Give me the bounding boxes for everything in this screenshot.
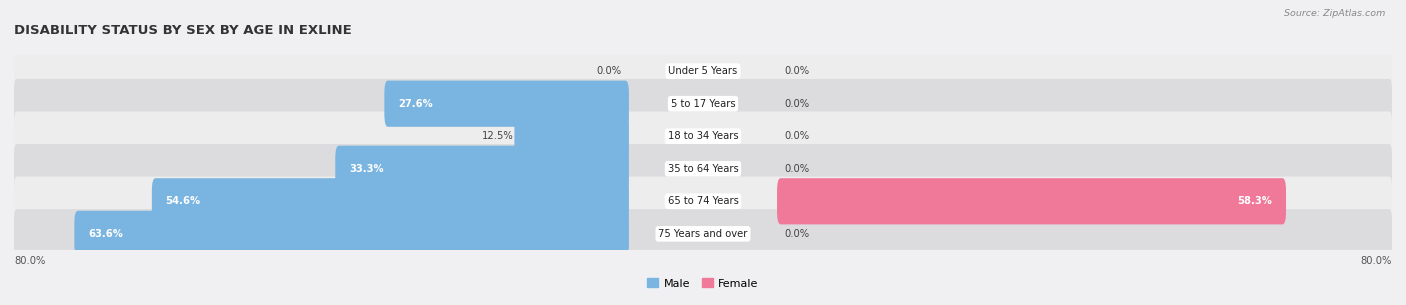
FancyBboxPatch shape — [152, 178, 628, 224]
Text: 0.0%: 0.0% — [785, 131, 810, 141]
Text: 54.6%: 54.6% — [166, 196, 201, 206]
FancyBboxPatch shape — [384, 81, 628, 127]
FancyBboxPatch shape — [75, 211, 628, 257]
FancyBboxPatch shape — [14, 209, 1392, 259]
Text: 12.5%: 12.5% — [482, 131, 513, 141]
FancyBboxPatch shape — [14, 177, 1392, 226]
Text: 0.0%: 0.0% — [596, 66, 621, 76]
Text: 0.0%: 0.0% — [785, 66, 810, 76]
FancyBboxPatch shape — [14, 112, 1392, 161]
FancyBboxPatch shape — [14, 46, 1392, 96]
Text: 27.6%: 27.6% — [398, 99, 433, 109]
Text: 35 to 64 Years: 35 to 64 Years — [668, 164, 738, 174]
FancyBboxPatch shape — [14, 144, 1392, 193]
Text: 0.0%: 0.0% — [785, 99, 810, 109]
FancyBboxPatch shape — [14, 79, 1392, 128]
Text: 80.0%: 80.0% — [14, 256, 45, 266]
Text: 5 to 17 Years: 5 to 17 Years — [671, 99, 735, 109]
Legend: Male, Female: Male, Female — [643, 274, 763, 293]
Text: 80.0%: 80.0% — [1361, 256, 1392, 266]
Text: DISABILITY STATUS BY SEX BY AGE IN EXLINE: DISABILITY STATUS BY SEX BY AGE IN EXLIN… — [14, 24, 352, 37]
Text: 18 to 34 Years: 18 to 34 Years — [668, 131, 738, 141]
Text: 0.0%: 0.0% — [785, 164, 810, 174]
FancyBboxPatch shape — [778, 178, 1286, 224]
Text: Source: ZipAtlas.com: Source: ZipAtlas.com — [1284, 9, 1385, 18]
Text: Under 5 Years: Under 5 Years — [668, 66, 738, 76]
Text: 0.0%: 0.0% — [785, 229, 810, 239]
Text: 58.3%: 58.3% — [1237, 196, 1272, 206]
FancyBboxPatch shape — [335, 146, 628, 192]
Text: 65 to 74 Years: 65 to 74 Years — [668, 196, 738, 206]
Text: 63.6%: 63.6% — [89, 229, 122, 239]
Text: 75 Years and over: 75 Years and over — [658, 229, 748, 239]
Text: 33.3%: 33.3% — [349, 164, 384, 174]
FancyBboxPatch shape — [515, 113, 628, 159]
